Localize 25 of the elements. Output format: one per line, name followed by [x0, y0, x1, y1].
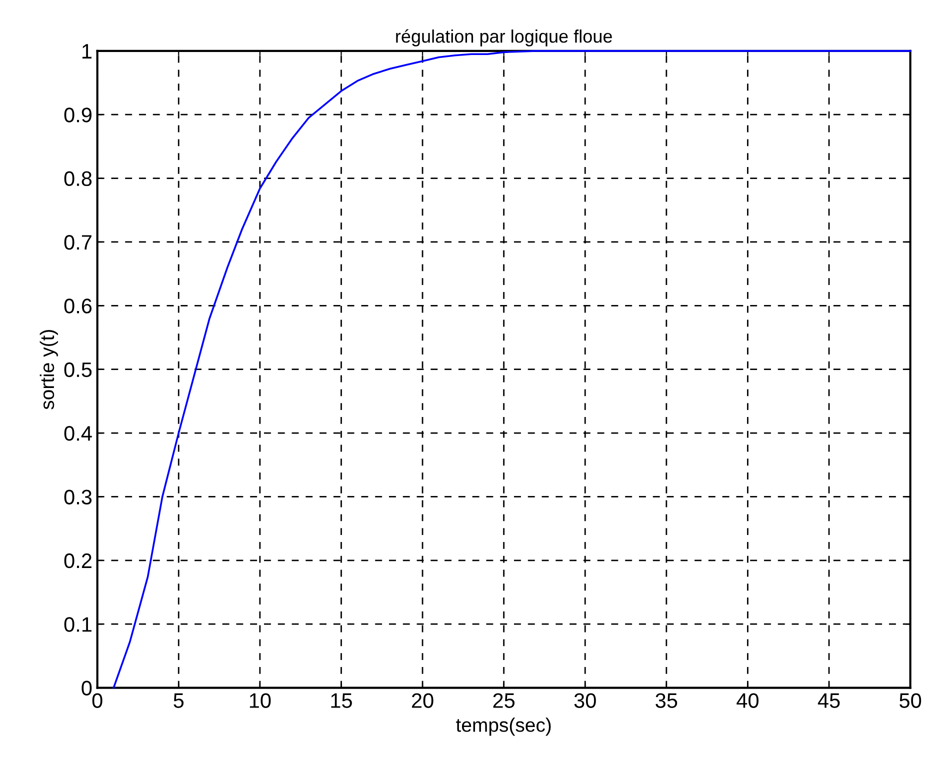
y-tick-label: 1 [82, 44, 92, 58]
y-tick-label: 0.7 [64, 234, 92, 250]
y-tick-label: 0.5 [64, 362, 92, 378]
x-tick-label: 20 [412, 693, 434, 708]
x-tick-label: 25 [493, 693, 515, 708]
y-tick-label: 0.8 [64, 171, 92, 186]
x-tick-label: 30 [574, 693, 596, 708]
x-tick-label: 15 [331, 693, 352, 708]
x-tick-label: 45 [818, 693, 840, 708]
x-tick-label: 35 [656, 693, 678, 708]
x-tick-label: 0 [92, 693, 102, 708]
y-axis-title: sortie y(t) [40, 330, 58, 410]
x-tick-label: 10 [250, 693, 271, 708]
x-axis-title: temps(sec) [456, 718, 551, 736]
x-tick-label: 40 [736, 693, 758, 708]
x-tick-label: 50 [900, 693, 922, 708]
y-tick-label: 0.6 [64, 298, 92, 314]
y-tick-label: 0.4 [64, 426, 92, 441]
y-tick-label: 0.3 [64, 490, 92, 504]
y-tick-label: 0.9 [64, 108, 92, 122]
x-tick-label: 5 [174, 693, 184, 708]
y-tick-label: 0.1 [64, 617, 92, 632]
chart-title: régulation par logique floue [396, 29, 612, 46]
y-tick-label: 0 [82, 680, 92, 696]
y-tick-label: 0.2 [64, 553, 92, 568]
